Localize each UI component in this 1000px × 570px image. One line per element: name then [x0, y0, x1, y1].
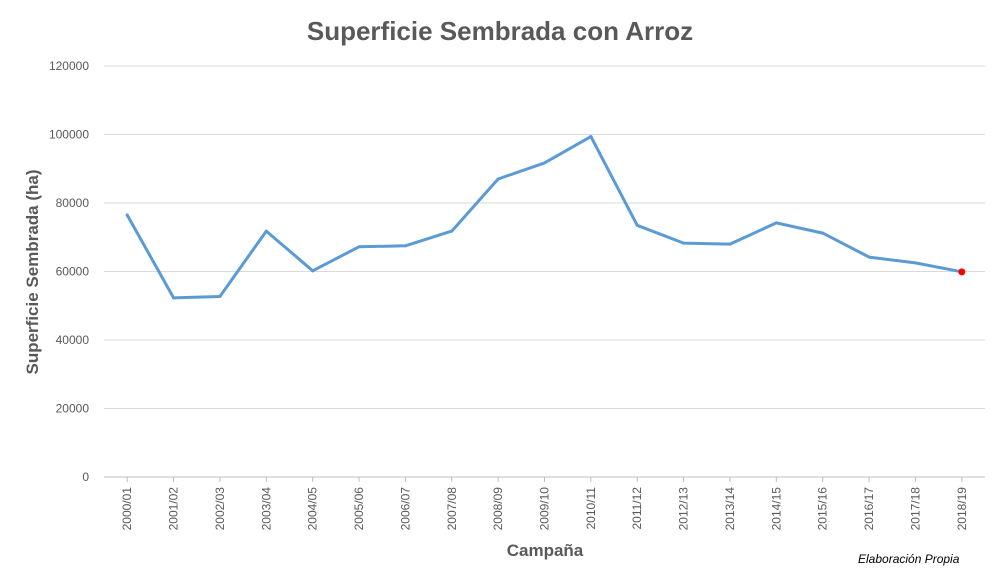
data-point: [125, 213, 129, 217]
gridlines: [104, 65, 985, 409]
y-tick-label: 80000: [56, 196, 90, 210]
x-tick-label: 2017/18: [908, 487, 922, 531]
y-tick-label: 40000: [56, 333, 90, 347]
x-tick-label: 2007/08: [445, 487, 459, 531]
data-point: [682, 241, 686, 245]
data-point: [357, 245, 361, 249]
x-tick-label: 2003/04: [259, 487, 273, 531]
footnote-text: Elaboración Propia: [858, 552, 960, 566]
x-tick-label: 2016/17: [862, 487, 876, 531]
y-tick-label: 100000: [49, 128, 89, 142]
y-axis-title: Superficie Sembrada (ha): [23, 169, 42, 374]
series-layer: [125, 135, 966, 300]
highlighted-data-point: [958, 268, 966, 276]
x-tick-label: 2008/09: [491, 487, 505, 531]
x-tick-label: 2002/03: [213, 487, 227, 531]
data-point: [264, 229, 268, 233]
data-point: [728, 242, 732, 246]
data-point: [543, 161, 546, 165]
data-point: [496, 177, 500, 181]
x-tick-label: 2010/11: [584, 487, 598, 530]
data-point: [774, 221, 778, 225]
y-tick-label: 120000: [49, 59, 89, 73]
x-tick-label: 2009/10: [538, 487, 552, 531]
x-tick-label: 2015/16: [816, 487, 830, 531]
x-axis-ticks: 2000/01 2001/02 2002/03 2003/04 2004/05 2005/…: [120, 477, 969, 530]
data-point: [403, 244, 407, 248]
series-line: [125, 135, 964, 300]
y-tick-label: 0: [82, 470, 89, 484]
x-tick-label: 2000/01: [120, 487, 134, 531]
x-tick-label: 2013/14: [723, 487, 737, 531]
x-tick-label: 2018/19: [955, 487, 969, 531]
data-point: [450, 229, 454, 233]
x-tick-label: 2001/02: [167, 487, 181, 531]
x-tick-label: 2006/07: [398, 487, 412, 531]
data-point: [172, 296, 176, 300]
x-axis-title: Campaña: [507, 541, 584, 560]
x-tick-label: 2011/12: [630, 487, 644, 530]
data-point: [635, 223, 639, 227]
x-tick-label: 2012/13: [677, 487, 691, 531]
data-point: [218, 295, 222, 299]
chart-title: Superficie Sembrada con Arroz: [307, 16, 693, 46]
y-axis-ticks: 0 20000 40000 60000 80000 100000 120000: [49, 59, 89, 484]
data-point: [311, 269, 315, 273]
x-tick-label: 2014/15: [769, 487, 783, 531]
data-point: [821, 231, 825, 235]
x-tick-label: 2004/05: [306, 487, 320, 531]
y-tick-label: 20000: [56, 402, 90, 416]
y-tick-label: 60000: [56, 265, 90, 279]
data-point: [589, 135, 593, 139]
data-point: [913, 261, 917, 265]
data-point: [867, 255, 871, 259]
x-tick-label: 2005/06: [352, 487, 366, 531]
